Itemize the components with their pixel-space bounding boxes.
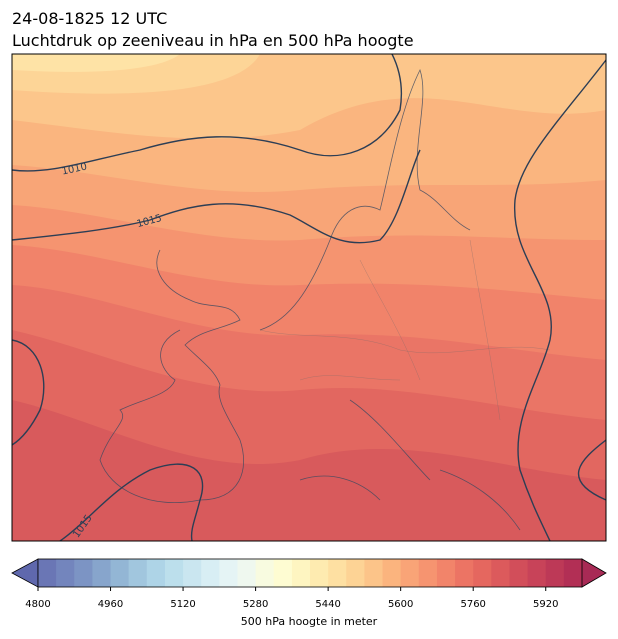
colorbar-label: 500 hPa hoogte in meter <box>241 615 378 628</box>
colorbar-tick-label: 4800 <box>25 599 50 610</box>
colorbar-segment <box>38 559 57 587</box>
subtitle: Luchtdruk op zeeniveau in hPa en 500 hPa… <box>12 31 414 50</box>
colorbar-segment <box>382 559 402 587</box>
colorbar-segment <box>110 559 130 587</box>
colorbar-tick-label: 5920 <box>533 599 558 610</box>
colorbar-tick-label: 5440 <box>315 599 340 610</box>
isobar <box>12 149 421 244</box>
title: 24-08-1825 12 UTC <box>12 9 167 28</box>
isobar <box>514 59 606 541</box>
coastline <box>259 68 471 331</box>
colorbar-tick-label: 5280 <box>243 599 268 610</box>
colorbar-segment <box>545 559 565 587</box>
colorbar-segment <box>310 559 329 587</box>
colorbar-segment <box>346 559 365 587</box>
coastline <box>299 399 521 531</box>
colorbar-segment <box>455 559 474 587</box>
colorbar-segment <box>436 559 456 587</box>
colorbar-segment <box>364 559 384 587</box>
colorbar-segment <box>491 559 510 587</box>
colorbar-segment <box>92 559 112 587</box>
map <box>12 54 606 541</box>
map-frame <box>11 53 607 542</box>
colorbar-tick-label: 4960 <box>98 599 123 610</box>
colorbar-segment <box>473 559 492 587</box>
colorbar-tick-label: 5120 <box>170 599 195 610</box>
colorbar-segment <box>237 559 257 587</box>
colorbar-segment <box>255 559 275 587</box>
colorbar-segment <box>400 559 420 587</box>
contour-label: 1010 <box>61 162 88 178</box>
colorbar-segment <box>509 559 529 587</box>
band <box>12 54 180 72</box>
colorbar-segment <box>291 559 311 587</box>
colorbar: 4800 4960 5120 5280 5440 5600 5760 5920 <box>25 558 583 610</box>
colorbar-segment <box>418 559 438 587</box>
colorbar-extend-high <box>581 558 607 588</box>
colorbar-segment <box>201 559 220 587</box>
colorbar-segment <box>164 559 184 587</box>
coastline <box>99 249 244 503</box>
colorbar-tick-label: 5600 <box>388 599 413 610</box>
colorbar-segment <box>56 559 75 587</box>
colorbar-frame <box>37 558 583 588</box>
colorbar-segment <box>527 559 547 587</box>
colorbar-segment <box>273 559 293 587</box>
colorbar-segment <box>183 559 202 587</box>
colorbar-segment <box>219 559 238 587</box>
colorbar-tick-label: 5760 <box>460 599 485 610</box>
colorbar-extend-low <box>11 558 39 588</box>
colorbar-segment <box>128 559 148 587</box>
colorbar-segment <box>74 559 93 587</box>
isobar <box>12 54 402 172</box>
colorbar-segment <box>146 559 166 587</box>
border <box>259 239 551 421</box>
colorbar-segment <box>328 559 347 587</box>
isobar <box>12 339 204 541</box>
colorbar-segment <box>563 559 583 587</box>
